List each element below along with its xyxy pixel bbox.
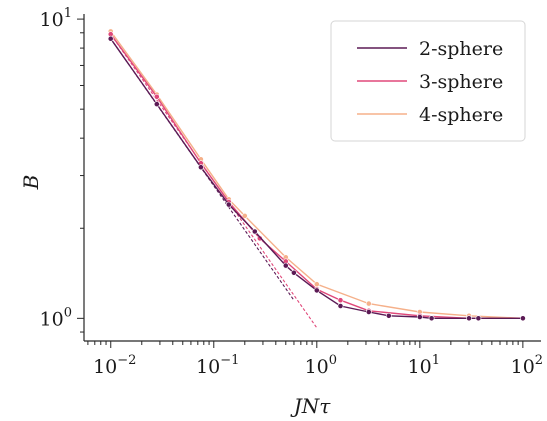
x-tick-label-exp: 0	[329, 353, 337, 368]
x-tick-label-base: 10	[93, 356, 117, 378]
series-2-sphere	[107, 35, 526, 322]
x-tick-label-base: 10	[408, 356, 432, 378]
legend-frame	[330, 20, 526, 142]
reference-lines	[110, 33, 318, 329]
series-group	[107, 28, 526, 322]
data-point-2-sphere	[153, 101, 160, 107]
data-point-3-sphere	[153, 93, 160, 100]
y-tick-label-exp: 1	[64, 6, 72, 21]
x-tick-label: 10−2	[93, 353, 136, 378]
data-point-2-sphere	[313, 287, 320, 294]
data-point-2-sphere	[520, 315, 526, 322]
x-tick-label: 102	[511, 353, 543, 378]
data-point-2-sphere	[416, 314, 423, 320]
y-tick-label-base: 10	[40, 308, 64, 330]
x-axis-title: JNτ	[290, 394, 332, 418]
data-point-2-sphere	[107, 35, 114, 42]
data-point-2-sphere	[365, 309, 372, 315]
data-point-3-sphere	[256, 235, 263, 242]
data-point-2-sphere	[428, 315, 435, 322]
x-tick-label-base: 10	[196, 356, 220, 378]
x-axis: 10−2 10−1 100 101 102 JNτ	[84, 340, 543, 418]
legend-label-4-sphere: 4-sphere	[419, 104, 503, 126]
data-point-2-sphere	[385, 312, 392, 319]
data-point-4-sphere	[365, 300, 372, 307]
y-tick-label-exp: 0	[64, 305, 72, 320]
data-point-4-sphere	[241, 212, 248, 219]
x-tick-label-base: 10	[305, 356, 329, 378]
x-tick-label: 101	[408, 353, 440, 378]
x-ticks: 10−2 10−1 100 101 102	[87, 341, 543, 378]
y-tick-label-base: 10	[40, 9, 64, 31]
series-line-3-sphere	[110, 33, 523, 319]
reference-line-2-sphere	[110, 38, 295, 301]
data-point-2-sphere	[290, 269, 297, 276]
x-tick-label-base: 10	[511, 356, 535, 378]
legend-label-2-sphere: 2-sphere	[419, 38, 503, 60]
x-tick-label-exp: −2	[117, 353, 136, 368]
x-tick-label-exp: 1	[432, 353, 440, 368]
series-line-2-sphere	[110, 38, 523, 319]
x-tick-label: 10−1	[196, 353, 239, 378]
x-tick-label-exp: −1	[220, 353, 239, 368]
data-point-2-sphere	[282, 262, 289, 269]
x-tick-label: 100	[305, 353, 337, 378]
legend: 2-sphere 3-sphere 4-sphere	[330, 20, 526, 142]
data-point-2-sphere	[337, 303, 344, 309]
legend-label-3-sphere: 3-sphere	[419, 71, 503, 93]
data-point-2-sphere	[225, 201, 232, 208]
data-point-2-sphere	[251, 228, 258, 235]
data-point-3-sphere	[337, 297, 344, 304]
x-tick-label-exp: 2	[535, 353, 543, 368]
data-point-4-sphere	[313, 281, 320, 288]
data-point-2-sphere	[475, 315, 482, 322]
data-point-2-sphere	[197, 164, 204, 171]
y-axis-title: B	[19, 175, 43, 191]
y-tick-label: 100	[40, 305, 72, 330]
data-point-2-sphere	[466, 315, 472, 322]
y-tick-label: 101	[40, 6, 72, 31]
